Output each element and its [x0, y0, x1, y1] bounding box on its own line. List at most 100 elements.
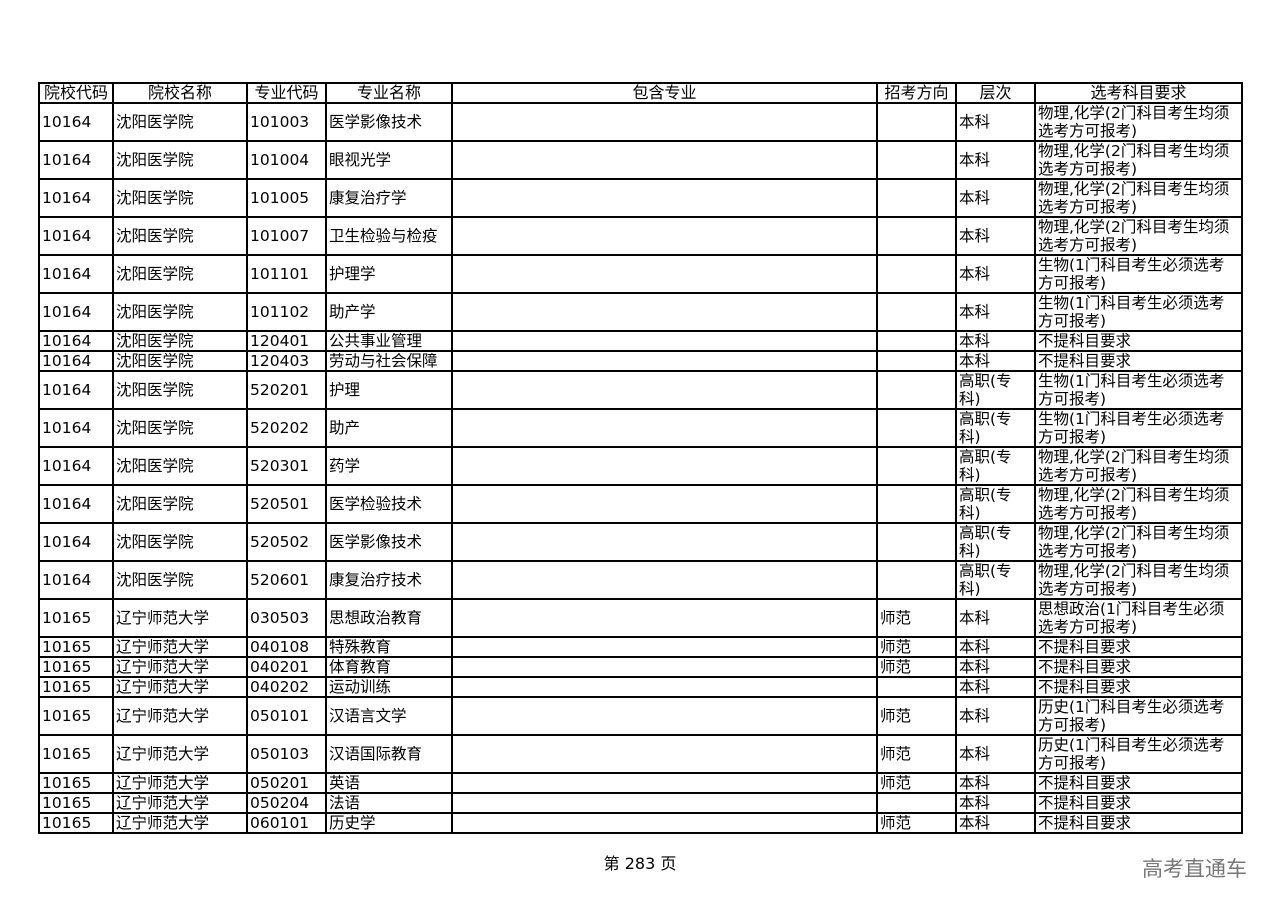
table-row: 10165 辽宁师范大学 050103 汉语国际教育 师范 本科 历史(1门科目考生必须选考…: [38, 734, 1243, 774]
cell-subject-requirement: 物理,化学(2门科目考生均须选考方可报考): [1034, 216, 1243, 256]
cell-major-code: 520202: [246, 408, 327, 448]
cell-included-majors: [451, 178, 878, 218]
cell-level: 本科: [955, 254, 1036, 294]
table-row: 10164 沈阳医学院 120403 劳动与社会保障 本科 不提科目要求: [38, 350, 1243, 372]
cell-school-name: 辽宁师范大学: [112, 636, 248, 658]
cell-subject-requirement: 历史(1门科目考生必须选考方可报考): [1034, 734, 1243, 774]
cell-level: 本科: [955, 102, 1036, 142]
cell-major-name: 公共事业管理: [325, 330, 453, 352]
cell-school-name: 辽宁师范大学: [112, 734, 248, 774]
cell-major-code: 101007: [246, 216, 327, 256]
cell-included-majors: [451, 734, 878, 774]
cell-major-code: 050204: [246, 792, 327, 814]
table-row: 10164 沈阳医学院 520301 药学 高职(专科) 物理,化学(2门科目考生均须选考…: [38, 446, 1243, 486]
cell-subject-requirement: 不提科目要求: [1034, 330, 1243, 352]
cell-included-majors: [451, 598, 878, 638]
cell-direction: 师范: [876, 772, 957, 794]
cell-school-name: 沈阳医学院: [112, 178, 248, 218]
cell-school-code: 10164: [38, 330, 114, 352]
cell-school-code: 10164: [38, 216, 114, 256]
cell-level: 本科: [955, 696, 1036, 736]
cell-subject-requirement: 生物(1门科目考生必须选考方可报考): [1034, 254, 1243, 294]
cell-school-name: 辽宁师范大学: [112, 598, 248, 638]
cell-level: 本科: [955, 178, 1036, 218]
cell-included-majors: [451, 370, 878, 410]
cell-included-majors: [451, 636, 878, 658]
cell-level: 高职(专科): [955, 484, 1036, 524]
table-row: 10164 沈阳医学院 101102 助产学 本科 生物(1门科目考生必须选考方可报考): [38, 292, 1243, 332]
cell-direction: 师范: [876, 734, 957, 774]
cell-school-code: 10164: [38, 408, 114, 448]
cell-major-code: 101102: [246, 292, 327, 332]
cell-major-code: 040108: [246, 636, 327, 658]
table-row: 10165 辽宁师范大学 050101 汉语言文学 师范 本科 历史(1门科目考生必须选考方…: [38, 696, 1243, 736]
cell-school-name: 辽宁师范大学: [112, 772, 248, 794]
cell-direction: [876, 216, 957, 256]
header-major-code: 专业代码: [246, 82, 327, 104]
cell-included-majors: [451, 140, 878, 180]
cell-school-code: 10164: [38, 254, 114, 294]
cell-subject-requirement: 物理,化学(2门科目考生均须选考方可报考): [1034, 560, 1243, 600]
cell-school-name: 沈阳医学院: [112, 522, 248, 562]
cell-major-code: 101005: [246, 178, 327, 218]
cell-major-name: 助产学: [325, 292, 453, 332]
cell-included-majors: [451, 772, 878, 794]
cell-school-name: 辽宁师范大学: [112, 656, 248, 678]
cell-included-majors: [451, 292, 878, 332]
cell-major-name: 汉语国际教育: [325, 734, 453, 774]
cell-included-majors: [451, 102, 878, 142]
cell-included-majors: [451, 676, 878, 698]
cell-school-name: 沈阳医学院: [112, 370, 248, 410]
cell-major-code: 101003: [246, 102, 327, 142]
cell-school-code: 10164: [38, 178, 114, 218]
table-row: 10164 沈阳医学院 520501 医学检验技术 高职(专科) 物理,化学(2门科目考生…: [38, 484, 1243, 524]
cell-level: 本科: [955, 330, 1036, 352]
cell-included-majors: [451, 216, 878, 256]
cell-subject-requirement: 思想政治(1门科目考生必须选考方可报考): [1034, 598, 1243, 638]
cell-major-name: 助产: [325, 408, 453, 448]
cell-major-name: 医学检验技术: [325, 484, 453, 524]
cell-major-name: 药学: [325, 446, 453, 486]
cell-school-code: 10164: [38, 446, 114, 486]
cell-direction: [876, 350, 957, 372]
cell-direction: [876, 522, 957, 562]
cell-major-name: 护理学: [325, 254, 453, 294]
header-level: 层次: [955, 82, 1036, 104]
cell-subject-requirement: 生物(1门科目考生必须选考方可报考): [1034, 408, 1243, 448]
table-row: 10164 沈阳医学院 520202 助产 高职(专科) 生物(1门科目考生必须选考方可报…: [38, 408, 1243, 448]
cell-direction: 师范: [876, 812, 957, 834]
table-row: 10165 辽宁师范大学 040108 特殊教育 师范 本科 不提科目要求: [38, 636, 1243, 658]
cell-major-name: 汉语言文学: [325, 696, 453, 736]
cell-major-name: 眼视光学: [325, 140, 453, 180]
table-row: 10164 沈阳医学院 520201 护理 高职(专科) 生物(1门科目考生必须选考方可报…: [38, 370, 1243, 410]
cell-school-name: 辽宁师范大学: [112, 812, 248, 834]
cell-school-name: 沈阳医学院: [112, 484, 248, 524]
table-row: 10165 辽宁师范大学 040202 运动训练 本科 不提科目要求: [38, 676, 1243, 698]
table-row: 10165 辽宁师范大学 060101 历史学 师范 本科 不提科目要求: [38, 812, 1243, 834]
cell-major-code: 040201: [246, 656, 327, 678]
cell-subject-requirement: 生物(1门科目考生必须选考方可报考): [1034, 370, 1243, 410]
cell-major-code: 060101: [246, 812, 327, 834]
cell-subject-requirement: 不提科目要求: [1034, 636, 1243, 658]
cell-level: 本科: [955, 676, 1036, 698]
cell-major-name: 劳动与社会保障: [325, 350, 453, 372]
cell-school-code: 10164: [38, 484, 114, 524]
cell-included-majors: [451, 446, 878, 486]
cell-school-code: 10165: [38, 676, 114, 698]
cell-included-majors: [451, 812, 878, 834]
cell-major-name: 特殊教育: [325, 636, 453, 658]
cell-direction: 师范: [876, 656, 957, 678]
header-direction: 招考方向: [876, 82, 957, 104]
cell-subject-requirement: 历史(1门科目考生必须选考方可报考): [1034, 696, 1243, 736]
table-header-row: 院校代码 院校名称 专业代码 专业名称 包含专业 招考方向 层次 选考科目要求: [38, 82, 1243, 104]
cell-school-code: 10164: [38, 102, 114, 142]
cell-included-majors: [451, 254, 878, 294]
cell-school-name: 沈阳医学院: [112, 446, 248, 486]
cell-subject-requirement: 不提科目要求: [1034, 792, 1243, 814]
cell-major-code: 520201: [246, 370, 327, 410]
table-row: 10164 沈阳医学院 520502 医学影像技术 高职(专科) 物理,化学(2门科目考生…: [38, 522, 1243, 562]
cell-major-name: 英语: [325, 772, 453, 794]
cell-school-code: 10164: [38, 370, 114, 410]
table-row: 10165 辽宁师范大学 030503 思想政治教育 师范 本科 思想政治(1门科目考生必须…: [38, 598, 1243, 638]
cell-level: 高职(专科): [955, 446, 1036, 486]
